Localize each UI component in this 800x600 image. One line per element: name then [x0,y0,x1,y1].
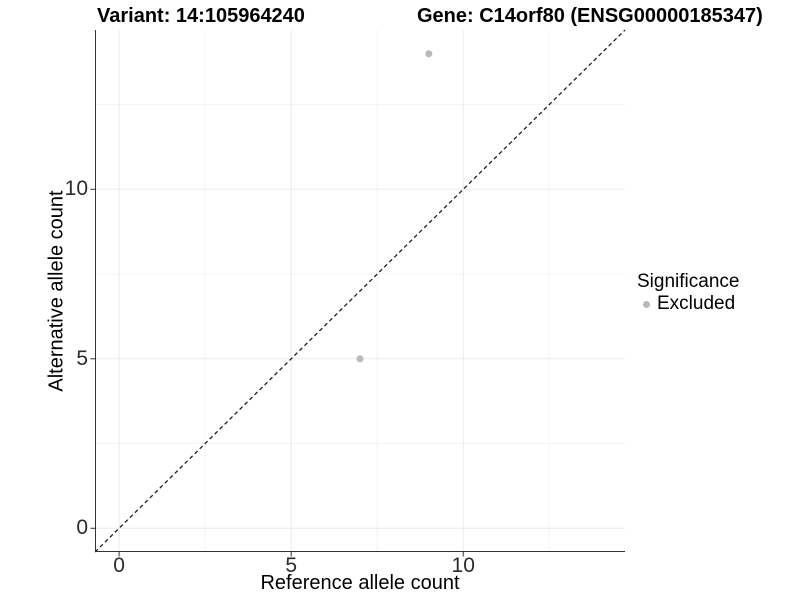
y-tick-label: 0 [76,516,88,540]
legend-item-label: Excluded [657,293,736,314]
legend: Significance Excluded [637,270,739,315]
plot-title-gene: Gene: C14orf80 (ENSG00000185347) [417,5,763,27]
data-point [425,50,433,58]
data-point [356,355,364,363]
plot-canvas [90,29,626,557]
x-tick-label: 10 [451,554,475,577]
x-tick-label: 0 [113,554,125,577]
y-tick-label: 5 [76,346,88,370]
identity-dashed-line [94,29,626,553]
plot-title-variant: Variant: 14:105964240 [97,5,305,27]
x-tick-label: 5 [285,554,297,577]
plot-panel [90,29,626,557]
legend-key-dot-icon [643,300,650,308]
legend-items: Excluded [637,293,739,315]
legend-title: Significance [637,271,740,292]
y-tick-label: 10 [64,177,88,201]
legend-item: Excluded [637,293,739,315]
x-axis-title: Reference allele count [260,572,460,594]
